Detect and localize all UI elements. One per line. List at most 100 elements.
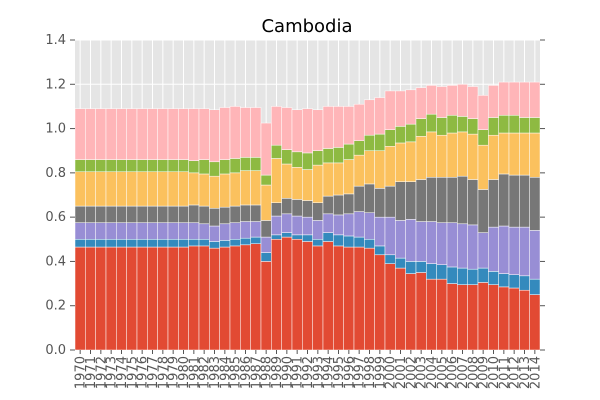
- bar-segment: [343, 246, 355, 351]
- x-tick-label: 1979: [167, 356, 182, 389]
- bar-segment: [95, 246, 107, 351]
- bar-segment: [291, 199, 303, 217]
- bar-segment: [85, 108, 96, 160]
- bar-segment: [467, 224, 479, 270]
- bar-segment: [395, 267, 406, 351]
- bar-segment: [498, 273, 510, 288]
- bar-segment: [136, 222, 148, 240]
- bar-segment: [384, 216, 396, 256]
- bar-segment: [198, 205, 210, 225]
- x-tick-label: 2002: [404, 356, 419, 389]
- bar-segment: [457, 284, 468, 351]
- bar-segment: [302, 169, 313, 201]
- y-tick-label: 1.2: [45, 77, 66, 92]
- bar-segment: [529, 294, 541, 351]
- bar-segment: [116, 205, 127, 223]
- bar-segment: [426, 221, 437, 264]
- bar-segment: [167, 205, 179, 223]
- bar-segment: [498, 115, 510, 134]
- x-tick-label: 1983: [208, 356, 223, 389]
- bar-segment: [477, 95, 489, 130]
- bar-segment: [167, 246, 179, 351]
- bar-segment: [116, 108, 127, 160]
- bar-segment: [167, 239, 179, 248]
- bar-segment: [240, 204, 251, 222]
- bar-segment: [178, 205, 189, 223]
- bar-segment: [508, 81, 520, 116]
- bar-segment: [457, 131, 468, 177]
- bar-segment: [116, 159, 127, 172]
- bar-segment: [488, 284, 499, 351]
- bar-segment: [374, 245, 386, 256]
- bar-segment: [250, 236, 262, 244]
- bar-segment: [157, 108, 169, 160]
- bar-segment: [395, 220, 406, 259]
- bar-segment: [271, 202, 282, 217]
- bar-segment: [436, 117, 448, 136]
- x-tick-label: 1992: [301, 356, 316, 389]
- y-axis: 0.0 0.2 0.4 0.6 0.8 1.0 1.2 1.4: [45, 33, 545, 358]
- bar-segment: [291, 151, 303, 168]
- bar-segment: [477, 189, 489, 233]
- bar-segment: [364, 212, 375, 240]
- bar-segment: [519, 117, 530, 134]
- bar-segment: [467, 179, 479, 226]
- bar-segment: [508, 115, 520, 134]
- bar-segment: [178, 222, 189, 240]
- bar-segment: [260, 174, 272, 186]
- bar-segment: [457, 267, 468, 285]
- bar-segment: [209, 208, 220, 227]
- x-tick-label: 1988: [260, 356, 275, 389]
- bar-segment: [291, 215, 303, 236]
- bar-segment: [302, 241, 313, 351]
- bar-segment: [250, 107, 262, 158]
- bar-segment: [529, 132, 541, 178]
- bar-segment: [519, 132, 530, 176]
- bar-segment: [95, 108, 107, 160]
- x-tick-label: 1978: [156, 356, 171, 389]
- bar-segment: [157, 159, 169, 172]
- bar-segment: [229, 239, 241, 247]
- bar-segment: [519, 226, 530, 277]
- bar-segment: [384, 146, 396, 187]
- bar-segment: [74, 239, 86, 248]
- bar-segment: [488, 134, 499, 180]
- bar-segment: [209, 109, 220, 163]
- bar-segment: [229, 106, 241, 159]
- bar-segment: [157, 239, 169, 248]
- bar-segment: [188, 245, 200, 351]
- x-tick-label: 2004: [425, 356, 440, 389]
- bar-segment: [498, 132, 510, 175]
- bar-segment: [188, 160, 200, 174]
- bar-segment: [446, 283, 458, 351]
- x-tick-label: 1981: [187, 356, 202, 389]
- bar-segment: [353, 236, 365, 248]
- bar-segment: [405, 181, 417, 220]
- bar-segment: [415, 136, 427, 180]
- bar-segment: [395, 126, 406, 144]
- bar-segment: [126, 222, 138, 240]
- bar-segment: [374, 150, 386, 189]
- x-tick-label: 2014: [528, 356, 543, 389]
- bar-segment: [405, 261, 417, 274]
- bar-segment: [426, 113, 437, 133]
- bar-segment: [395, 181, 406, 221]
- bar-segment: [508, 226, 520, 275]
- bar-segment: [209, 247, 220, 351]
- bar-segment: [508, 174, 520, 228]
- bar-segment: [229, 205, 241, 223]
- bar-segment: [446, 115, 458, 134]
- bar-segment: [178, 246, 189, 351]
- bar-segment: [126, 205, 138, 223]
- bar-segment: [312, 239, 324, 247]
- bar-segment: [477, 129, 489, 146]
- bar-segment: [250, 157, 262, 171]
- bar-segment: [395, 90, 406, 127]
- bar-segment: [312, 202, 324, 221]
- bar-segment: [147, 159, 158, 172]
- x-tick-label: 1989: [270, 356, 285, 389]
- bar-segment: [136, 171, 148, 207]
- bar-segment: [136, 108, 148, 160]
- bar-segment: [219, 240, 231, 248]
